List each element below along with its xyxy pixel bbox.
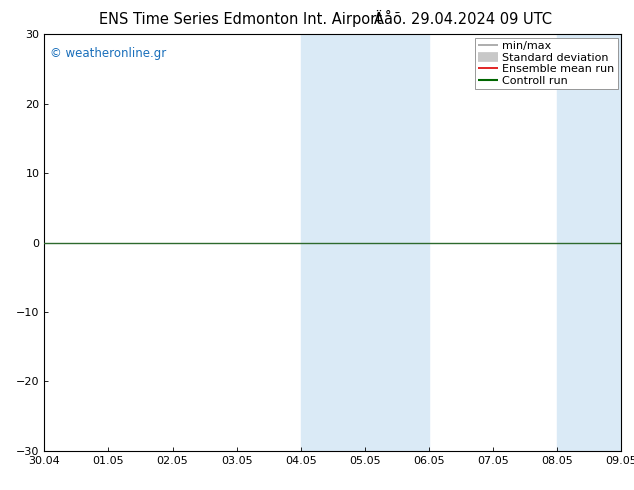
Bar bbox=[365, 34, 429, 451]
Text: ENS Time Series Edmonton Int. Airport: ENS Time Series Edmonton Int. Airport bbox=[100, 12, 382, 27]
Text: © weatheronline.gr: © weatheronline.gr bbox=[50, 47, 166, 60]
Bar bbox=[301, 34, 365, 451]
Legend: min/max, Standard deviation, Ensemble mean run, Controll run: min/max, Standard deviation, Ensemble me… bbox=[475, 38, 618, 89]
Bar bbox=[557, 34, 621, 451]
Text: Äåõ. 29.04.2024 09 UTC: Äåõ. 29.04.2024 09 UTC bbox=[374, 12, 552, 27]
